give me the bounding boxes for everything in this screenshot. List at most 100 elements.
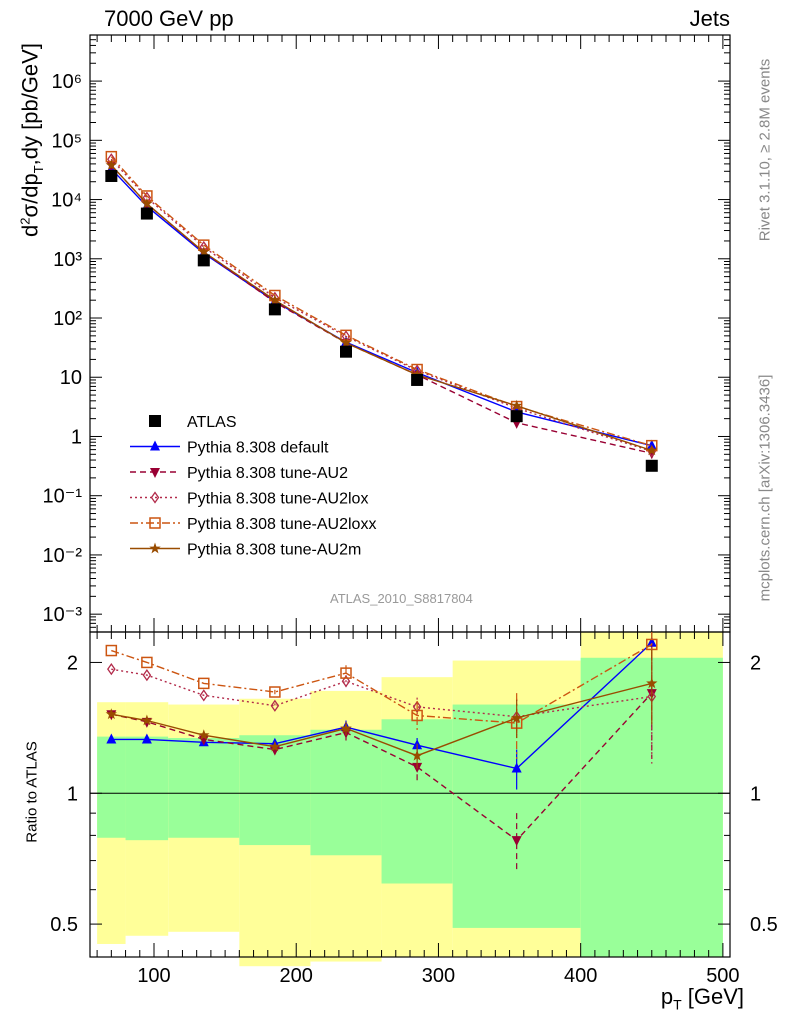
- main-point-data: [140, 207, 153, 220]
- main-point-au2m: [340, 336, 352, 348]
- legend-swatch-au2: [150, 468, 160, 478]
- legend-label-au2lox: Pythia 8.308 tune-AU2lox: [187, 491, 368, 508]
- ratio-point-default: [106, 733, 117, 744]
- legend-label-au2loxx: Pythia 8.308 tune-AU2loxx: [187, 516, 376, 533]
- main-y-tick-label: 10⁶: [52, 71, 82, 93]
- ratio-point-default: [511, 762, 522, 773]
- collision-label: 7000 GeV pp: [104, 6, 234, 31]
- ratio-point-au2m: [198, 729, 210, 741]
- main-y-tick-label: 10²: [53, 308, 82, 330]
- main-point-data: [197, 254, 210, 267]
- main-point-au2lox: [270, 291, 280, 304]
- ratio-point-au2loxx: [198, 677, 210, 690]
- process-label: Jets: [689, 6, 730, 31]
- ratio-point-au2loxx: [105, 644, 118, 657]
- inner-band-2: [168, 738, 240, 838]
- main-y-tick-label: 10⁻³: [43, 604, 83, 626]
- x-tick-label: 200: [280, 965, 313, 987]
- x-axis-title: pT [GeV]: [661, 984, 744, 1012]
- ratio-point-au2lox: [142, 668, 152, 682]
- ratio-y-tick-label-right: 2: [750, 652, 761, 674]
- main-y-tick-label: 10⁵: [51, 130, 82, 152]
- main-y-tick-label: 10⁻¹: [43, 486, 83, 508]
- x-tick-label: 400: [564, 965, 597, 987]
- main-point-au2m: [646, 444, 658, 456]
- ratio-point-au2m: [411, 749, 423, 761]
- ratio-line-au2lox: [111, 668, 652, 718]
- ratio-point-au2m: [141, 714, 153, 726]
- main-point-au2m: [511, 399, 523, 411]
- main-line-au2loxx: [110, 156, 652, 447]
- ratio-series-group: [105, 632, 658, 872]
- analysis-id: ATLAS_2010_S8817804: [330, 591, 473, 606]
- legend-label-au2: Pythia 8.308 tune-AU2: [187, 465, 348, 482]
- main-line-au2m: [110, 164, 653, 452]
- x-tick-label: 300: [422, 965, 455, 987]
- legend-label-au2m: Pythia 8.308 tune-AU2m: [187, 542, 361, 559]
- main-point-au2m: [105, 159, 117, 171]
- ratio-point-au2lox: [412, 700, 422, 714]
- legend-swatch-data: [149, 415, 161, 427]
- main-panel-frame: [89, 34, 731, 633]
- ratio-point-au2loxx: [646, 638, 658, 651]
- main-point-data: [411, 373, 424, 386]
- ratio-line-au2: [111, 692, 653, 842]
- ratio-point-au2lox: [107, 663, 116, 676]
- ratio-y-axis: 0.5 0.5 1 1 2 2: [50, 652, 778, 936]
- ratio-point-au2: [511, 836, 522, 847]
- x-tick-label: 500: [706, 965, 739, 987]
- x-axis: 100 200 300 400 500: [96, 35, 740, 987]
- x-tick-label: 100: [137, 965, 170, 987]
- ratio-point-default: [141, 733, 152, 744]
- ratio-point-au2lox: [199, 689, 209, 702]
- ratio-y-tick-label-left: 1: [67, 783, 78, 805]
- x-axis-title-text: pT [GeV]: [660, 984, 744, 1013]
- legend-label-data: ATLAS: [187, 414, 237, 431]
- main-y-tick-label: 1: [71, 426, 82, 448]
- main-y-tick-label: 10⁻²: [43, 545, 83, 567]
- legend-label-default: Pythia 8.308 default: [187, 440, 329, 457]
- main-point-au2m: [198, 246, 210, 257]
- ratio-point-au2loxx: [141, 656, 153, 669]
- ratio-line-default: [111, 642, 653, 770]
- ratio-point-au2loxx: [340, 667, 352, 679]
- main-y-tick-label: 10: [60, 367, 82, 389]
- main-line-au2lox: [110, 158, 653, 453]
- ratio-point-au2m: [646, 677, 658, 689]
- ratio-y-tick-label-left: 0.5: [50, 914, 78, 936]
- ratio-point-au2loxx: [411, 709, 423, 722]
- ratio-point-au2loxx: [269, 686, 281, 698]
- main-series-group: [105, 150, 658, 472]
- main-point-data: [268, 303, 281, 316]
- ratio-line-au2m: [111, 682, 652, 757]
- ratio-y-tick-label-right: 1: [750, 783, 761, 805]
- legend-swatch-au2m: [149, 542, 161, 554]
- main-point-au2m: [141, 197, 153, 209]
- ratio-point-au2m: [269, 740, 281, 752]
- legend-swatch-au2lox: [150, 491, 160, 504]
- main-y-tick-label: 10⁴: [51, 190, 82, 212]
- ratio-point-au2m: [511, 712, 523, 723]
- main-point-data: [105, 169, 118, 182]
- main-point-data: [510, 410, 523, 423]
- ratio-point-au2m: [340, 722, 352, 734]
- main-point-au2m: [269, 294, 281, 305]
- inner-band-1: [125, 736, 169, 841]
- main-y-tick-label: 10³: [53, 249, 82, 271]
- ratio-point-au2m: [105, 708, 117, 720]
- main-line-au2: [110, 164, 652, 454]
- legend-swatch-au2loxx: [149, 517, 161, 529]
- main-point-data: [645, 459, 658, 472]
- inner-band-0: [97, 736, 126, 838]
- ratio-uncertainty-bands: [97, 632, 723, 967]
- main-point-data: [340, 345, 352, 358]
- inner-band-4: [310, 729, 382, 856]
- legend: ATLAS Pythia 8.308 default Pythia 8.308 tu…: [130, 414, 376, 559]
- ratio-y-tick-label-right: 0.5: [750, 914, 778, 936]
- main-y-axis: 10⁻³ 10⁻² 10⁻¹ 1 10 10² 10³ 10⁴ 10⁵ 10⁶: [43, 34, 730, 633]
- ratio-y-tick-label-left: 2: [67, 652, 78, 674]
- legend-swatch-default: [150, 440, 160, 451]
- main-line-default: [110, 168, 652, 447]
- ratio-point-au2lox: [270, 699, 280, 712]
